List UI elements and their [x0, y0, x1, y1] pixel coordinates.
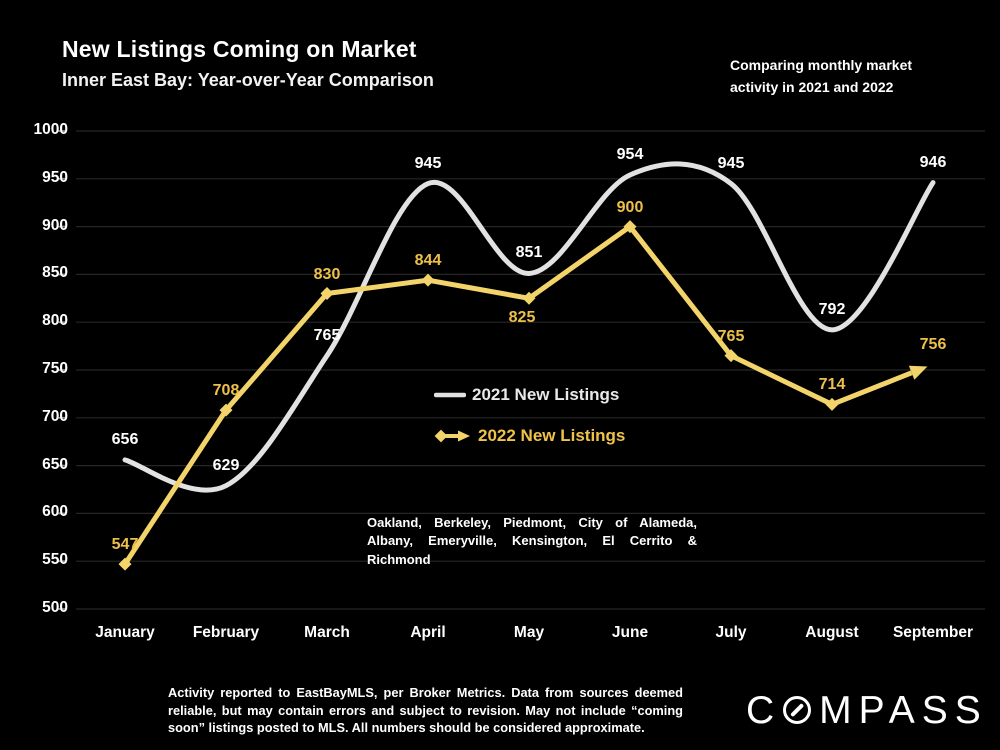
logo-letter-c: C	[746, 688, 782, 732]
diamond-marker	[421, 273, 435, 287]
page-title: New Listings Coming on Market	[62, 36, 417, 62]
diamond-marker	[724, 349, 738, 363]
legend-label-2022: 2022 New Listings	[478, 426, 626, 445]
legend-label-2021: 2021 New Listings	[472, 385, 620, 404]
logo-letters-mpass: MPASS	[819, 688, 988, 732]
page-subtitle: Inner East Bay: Year-over-Year Compariso…	[62, 70, 434, 90]
compass-needle-o-icon	[783, 696, 812, 724]
legend-item-2021: 2021 New Listings	[434, 383, 625, 407]
diamond-arrow-swatch-2022-icon	[434, 429, 470, 443]
title-block: New Listings Coming on Market Inner East…	[62, 36, 434, 91]
diamond-marker	[219, 403, 233, 417]
chart-legend: 2021 New Listings 2022 New Listings	[434, 383, 625, 465]
disclaimer-note: Activity reported to EastBayMLS, per Bro…	[168, 685, 683, 736]
compass-logo: C MPASS	[746, 687, 988, 733]
header-annotation: Comparing monthly market activity in 202…	[730, 57, 913, 95]
diamond-marker	[522, 291, 536, 305]
series-line-2021	[122, 161, 936, 493]
line-swatch-2021-icon	[434, 392, 466, 398]
coverage-note: Oakland, Berkeley, Piedmont, City of Ala…	[367, 515, 697, 567]
diamond-marker	[825, 397, 839, 411]
legend-item-2022: 2022 New Listings	[434, 424, 625, 448]
arrowhead-icon	[908, 365, 928, 380]
diamond-marker	[320, 287, 334, 301]
